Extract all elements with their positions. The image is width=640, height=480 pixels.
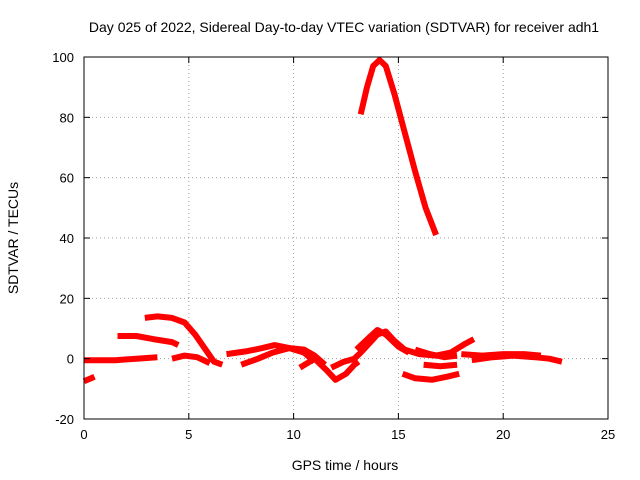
x-tick-label: 15 xyxy=(391,427,405,442)
series-line-s3 xyxy=(117,333,180,348)
series-line-s11 xyxy=(354,327,411,356)
y-tick-label: 20 xyxy=(60,291,74,306)
series-line-s9 xyxy=(298,355,361,383)
series-line-s5 xyxy=(82,374,96,385)
ticks xyxy=(83,56,609,420)
grid xyxy=(84,57,608,419)
y-tick-labels: -20 0 20 40 60 80 100 xyxy=(52,50,74,427)
y-axis-label: SDTVAR / TECUs xyxy=(5,182,21,294)
x-axis-label: GPS time / hours xyxy=(292,457,399,473)
x-tick-labels: 0 5 10 15 20 25 xyxy=(80,427,615,442)
series-line-s12 xyxy=(423,361,458,370)
y-tick-label: 0 xyxy=(67,352,74,367)
x-tick-label: 10 xyxy=(286,427,300,442)
series-line-s2 xyxy=(144,313,224,368)
series-line-s16 xyxy=(471,352,563,365)
series-layer xyxy=(82,57,563,385)
y-tick-label: 80 xyxy=(60,110,74,125)
chart-title: Day 025 of 2022, Sidereal Day-to-day VTE… xyxy=(89,19,599,35)
series-line-s1 xyxy=(357,57,439,237)
series-line-s14 xyxy=(414,346,458,361)
series-line-s8 xyxy=(240,345,317,368)
series-line-s4 xyxy=(84,354,158,364)
series-line-s7 xyxy=(226,342,327,367)
y-tick-label: -20 xyxy=(55,412,74,427)
series-line-s13 xyxy=(401,370,460,383)
y-tick-label: 40 xyxy=(60,231,74,246)
x-tick-label: 20 xyxy=(496,427,510,442)
x-tick-label: 0 xyxy=(80,427,87,442)
y-tick-label: 60 xyxy=(60,171,74,186)
series-line-s6 xyxy=(171,352,212,366)
x-tick-label: 5 xyxy=(185,427,192,442)
y-tick-label: 100 xyxy=(52,50,74,65)
x-tick-label: 25 xyxy=(601,427,615,442)
